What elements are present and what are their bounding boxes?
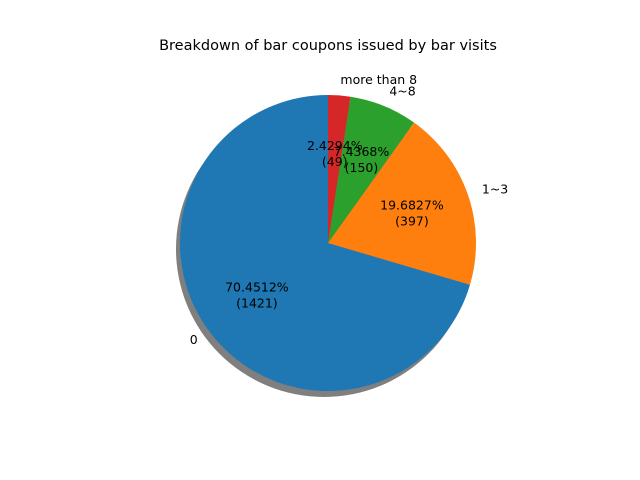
slice-category-label: 0: [190, 332, 198, 347]
pie-slice: [328, 95, 351, 243]
slice-count-label: (397): [395, 214, 429, 229]
slice-percent-label: 7.4368%: [334, 144, 390, 159]
chart-title: Breakdown of bar coupons issued by bar v…: [159, 38, 497, 54]
slice-count-label: (150): [345, 160, 379, 175]
pie-slice: [180, 95, 470, 392]
slice-percent-label: 70.4512%: [225, 280, 289, 295]
slice-count-label: (1421): [236, 296, 278, 311]
slice-percent-label: 19.6827%: [380, 198, 444, 213]
slice-category-label: more than 8: [340, 72, 417, 87]
pie-slices: [180, 95, 476, 392]
slice-category-label: 4~8: [389, 84, 415, 99]
pie-labels: 0 70.4512%(1421) 1~3 19.6827%(397) 4~8 7.4368…: [190, 72, 509, 347]
slice-category-label: 1~3: [482, 181, 508, 196]
slice-percent-label: 2.4294%: [307, 138, 363, 153]
slice-count-label: (49): [322, 154, 348, 169]
pie-slice: [328, 122, 476, 285]
pie-slice: [328, 96, 414, 243]
